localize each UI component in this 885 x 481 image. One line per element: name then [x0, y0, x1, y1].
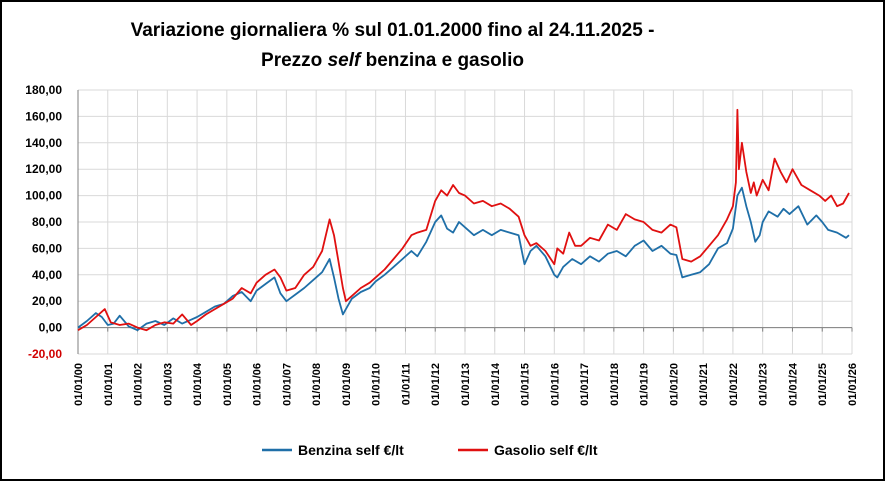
legend-label: Gasolio self €/lt [494, 442, 598, 458]
y-tick-label: 60,00 [32, 241, 62, 255]
x-tick-label: 01/01/11 [400, 363, 412, 405]
y-tick-label: 80,00 [32, 215, 62, 229]
x-tick-label: 01/01/21 [698, 363, 710, 406]
y-tick-label: 40,00 [32, 268, 62, 282]
x-tick-label: 01/01/03 [162, 363, 174, 406]
y-tick-label: 140,00 [25, 136, 62, 150]
y-axis-ticks: -20,00 0,00 20,00 40,00 60,00 80,00 100,00 120,… [25, 83, 62, 361]
y-tick-label: 160,00 [25, 109, 62, 123]
x-tick-label: 01/01/18 [609, 363, 621, 406]
x-tick-label: 01/01/12 [430, 363, 442, 406]
y-tick-label: 20,00 [32, 294, 62, 308]
x-tick-label: 01/01/02 [133, 363, 145, 406]
x-tick-label: 01/01/01 [103, 363, 115, 406]
series-line-gasolio [77, 108, 850, 332]
title-line2-prefix: Prezzo [261, 50, 328, 71]
legend: Benzina self €/lt Gasolio self €/lt [262, 442, 598, 458]
x-tick-label: 01/01/05 [222, 363, 234, 406]
x-tick-label: 01/01/17 [579, 363, 591, 406]
x-tick-label: 01/01/10 [371, 363, 383, 406]
y-tick-label: 0,00 [39, 321, 63, 335]
x-tick-label: 01/01/08 [311, 363, 323, 406]
x-axis-ticks: 01/01/00 01/01/01 01/01/02 01/01/03 01/01/04… [73, 362, 859, 406]
x-tick-label: 01/01/09 [341, 363, 353, 406]
x-tick-label: 01/01/26 [847, 363, 859, 406]
chart-title-line1: Variazione giornaliera % sul 01.01.2000 … [130, 20, 655, 41]
x-tick-label: 01/01/00 [73, 363, 85, 406]
series-line-benzina [77, 186, 850, 332]
x-tick-label: 01/01/14 [490, 362, 502, 406]
legend-label: Benzina self €/lt [298, 442, 404, 458]
y-tick-label: -20,00 [28, 347, 62, 361]
x-tick-label: 01/01/24 [787, 362, 799, 406]
x-tick-label: 01/01/25 [817, 363, 829, 406]
x-tick-label: 01/01/15 [520, 363, 532, 406]
gridlines [77, 89, 853, 355]
x-tick-label: 01/01/04 [192, 362, 204, 406]
x-tick-label: 01/01/22 [728, 363, 740, 406]
title-line2-emphasis: self [327, 50, 361, 71]
x-tick-label: 01/01/06 [252, 363, 264, 406]
x-tick-label: 01/01/16 [549, 363, 561, 406]
y-tick-label: 180,00 [25, 83, 62, 97]
x-tick-label: 01/01/13 [460, 363, 472, 406]
x-tick-label: 01/01/23 [758, 363, 770, 406]
chart-title-line2: Prezzo self benzina e gasolio [0, 50, 835, 72]
series-lines [77, 108, 850, 332]
x-tick-label: 01/01/07 [281, 363, 293, 406]
y-tick-label: 120,00 [25, 162, 62, 176]
x-tick-label: 01/01/19 [639, 363, 651, 406]
x-tick-label: 01/01/20 [668, 363, 680, 406]
y-tick-label: 100,00 [25, 189, 62, 203]
title-line2-suffix: benzina e gasolio [360, 50, 524, 71]
